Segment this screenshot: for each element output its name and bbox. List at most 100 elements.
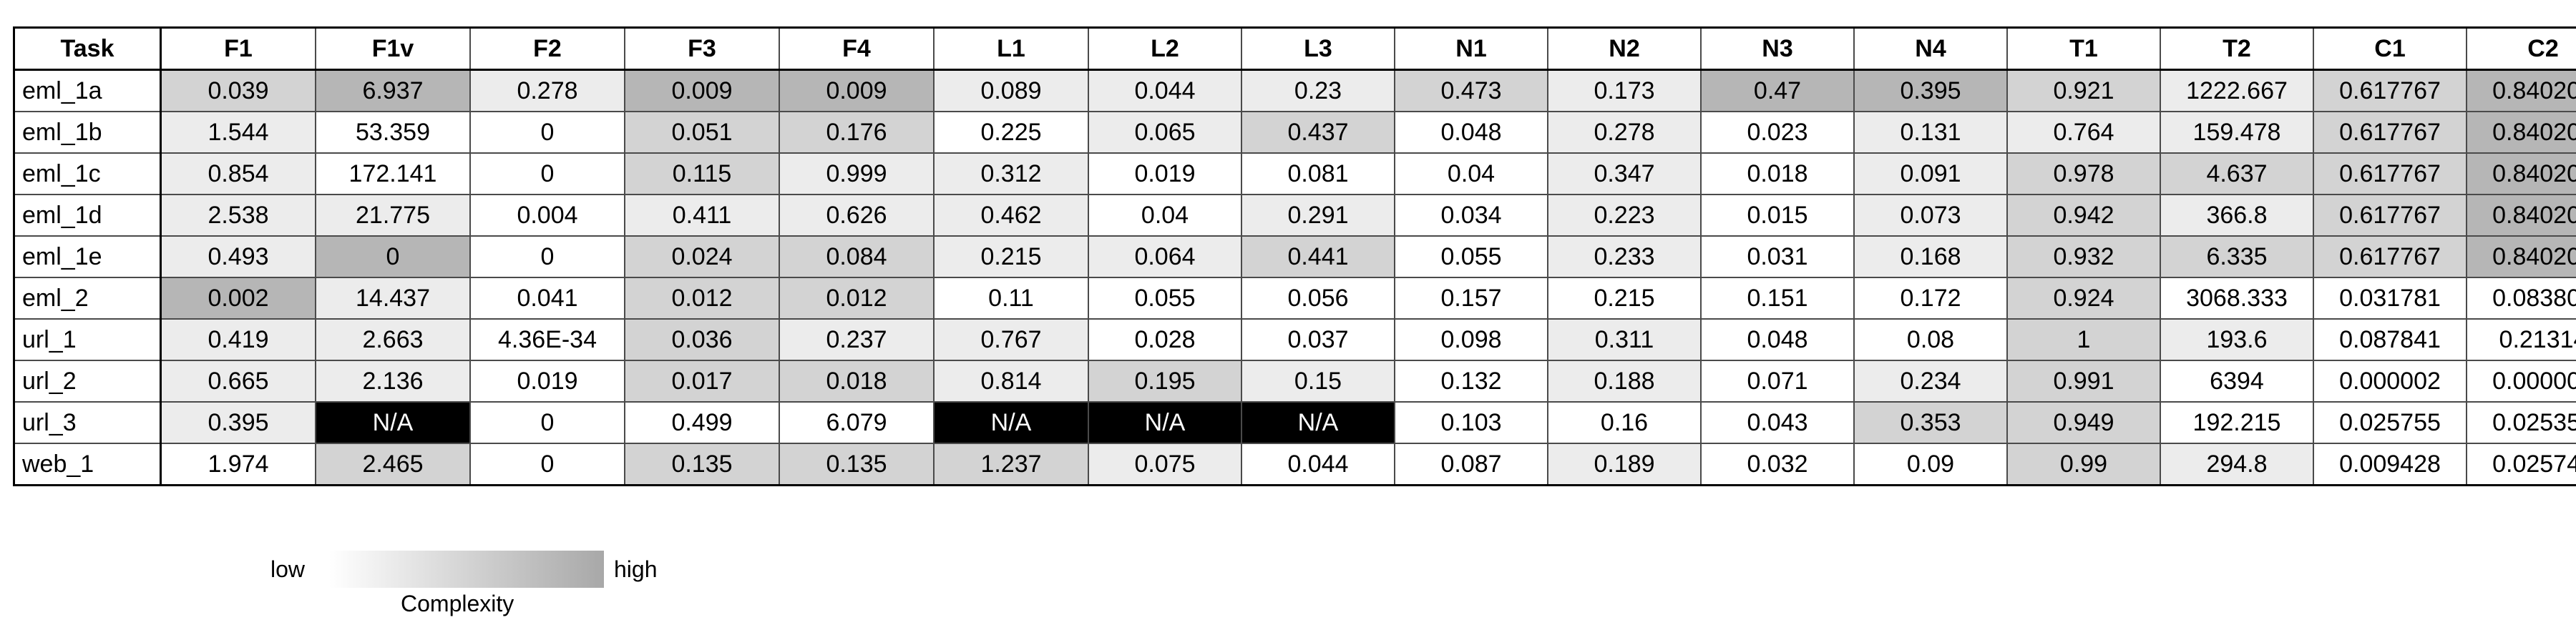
metric-cell: 0.395	[1853, 69, 2008, 112]
metric-cell: 0.115	[624, 152, 780, 195]
metric-cell: 0.034	[1394, 194, 1548, 237]
metric-cell: 0.942	[2006, 194, 2161, 237]
metric-cell: 0	[469, 235, 625, 278]
metric-cell: 0.617767	[2313, 111, 2467, 154]
metric-cell: 0.075	[1088, 443, 1242, 486]
metric-cell: 6.937	[315, 69, 471, 112]
column-header-f1v: F1v	[315, 26, 471, 71]
task-name-cell: eml_1d	[13, 194, 162, 237]
column-header-n3: N3	[1700, 26, 1855, 71]
metric-cell: 0.16	[1547, 401, 1702, 444]
task-name-cell: url_3	[13, 401, 162, 444]
metric-cell: 0.055	[1394, 235, 1548, 278]
metric-cell: 0.073	[1853, 194, 2008, 237]
metric-cell: 0	[469, 111, 625, 154]
metric-cell: 0	[469, 443, 625, 486]
legend-low-label: low	[270, 556, 306, 582]
metric-cell: 4.36E-34	[469, 318, 625, 361]
table-row: eml_1c 0.854 172.141 0 0.115 0.999 0.312 0.019 0…	[13, 152, 2576, 195]
metric-cell: 0.437	[1241, 111, 1395, 154]
metric-cell: 0.441	[1241, 235, 1395, 278]
metric-cell: 0.036	[624, 318, 780, 361]
metric-cell: 1222.667	[2160, 69, 2314, 112]
metric-cell: 0.025755	[2313, 401, 2467, 444]
metric-cell: 1	[2006, 318, 2161, 361]
metric-cell: 0.278	[1547, 111, 1702, 154]
metric-cell: 53.359	[315, 111, 471, 154]
metric-cell: 0.854	[160, 152, 316, 195]
complexity-table: Task F1 F1v F2 F3 F4 L1 L2 L3 N1 N2 N3 N4 T1 T2 C1 C2 em…	[13, 26, 2576, 486]
metric-cell: 0.04	[1088, 194, 1242, 237]
table-row: url_2 0.665 2.136 0.019 0.017 0.018 0.814 0.195…	[13, 360, 2576, 403]
metric-cell: 0.041	[469, 277, 625, 320]
metric-cell: 0.031781	[2313, 277, 2467, 320]
metric-cell: 0.051	[624, 111, 780, 154]
metric-cell: 0.311	[1547, 318, 1702, 361]
metric-cell: 0.009	[624, 69, 780, 112]
metric-cell: 0.132	[1394, 360, 1548, 403]
column-header-task: Task	[13, 26, 162, 71]
metric-cell: 0.056	[1241, 277, 1395, 320]
metric-cell: 0.083802	[2466, 277, 2576, 320]
table-body: eml_1a 0.039 6.937 0.278 0.009 0.009 0.089 0.04…	[13, 69, 2576, 486]
metric-cell: 0.098	[1394, 318, 1548, 361]
metric-cell: 0.47	[1700, 69, 1855, 112]
metric-cell: 0.840208	[2466, 69, 2576, 112]
metric-cell: 14.437	[315, 277, 471, 320]
metric-cell: 0.11	[933, 277, 1089, 320]
table-row: eml_1d 2.538 21.775 0.004 0.411 0.626 0.462 0.0…	[13, 194, 2576, 237]
metric-cell: 0.999	[779, 152, 935, 195]
metric-cell: 0.617767	[2313, 235, 2467, 278]
column-header-n1: N1	[1394, 26, 1548, 71]
metric-cell: 0.025355	[2466, 401, 2576, 444]
metric-cell: 0.023	[1700, 111, 1855, 154]
metric-cell: 0.087	[1394, 443, 1548, 486]
metric-cell: 0.23	[1241, 69, 1395, 112]
metric-cell: 0.215	[933, 235, 1089, 278]
metric-cell: 0.462	[933, 194, 1089, 237]
metric-cell: 0.395	[160, 401, 316, 444]
na-cell: N/A	[933, 401, 1089, 444]
metric-cell: 0.055	[1088, 277, 1242, 320]
metric-cell: 1.974	[160, 443, 316, 486]
column-header-f4: F4	[779, 26, 935, 71]
metric-cell: 0.151	[1700, 277, 1855, 320]
metric-cell: 0.932	[2006, 235, 2161, 278]
metric-cell: 0	[469, 401, 625, 444]
metric-cell: 0.015	[1700, 194, 1855, 237]
column-header-f2: F2	[469, 26, 625, 71]
task-name-cell: eml_1a	[13, 69, 162, 112]
na-cell: N/A	[315, 401, 471, 444]
metric-cell: 0.215	[1547, 277, 1702, 320]
metric-cell: 0.499	[624, 401, 780, 444]
metric-cell: 0.09	[1853, 443, 2008, 486]
table-row: eml_2 0.002 14.437 0.041 0.012 0.012 0.11 0.055…	[13, 277, 2576, 320]
metric-cell: 0.764	[2006, 111, 2161, 154]
table-row: eml_1a 0.039 6.937 0.278 0.009 0.009 0.089 0.04…	[13, 69, 2576, 112]
metric-cell: 0.924	[2006, 277, 2161, 320]
metric-cell: 0.840208	[2466, 235, 2576, 278]
metric-cell: 0.411	[624, 194, 780, 237]
metric-cell: 0.991	[2006, 360, 2161, 403]
metric-cell: 0.21314	[2466, 318, 2576, 361]
metric-cell: 0.493	[160, 235, 316, 278]
metric-cell: 0.665	[160, 360, 316, 403]
metric-cell: 0.840208	[2466, 194, 2576, 237]
column-header-n2: N2	[1547, 26, 1702, 71]
metric-cell: 0.168	[1853, 235, 2008, 278]
metric-cell: 159.478	[2160, 111, 2314, 154]
column-header-f3: F3	[624, 26, 780, 71]
metric-cell: 0.031	[1700, 235, 1855, 278]
metric-cell: 6394	[2160, 360, 2314, 403]
task-name-cell: eml_2	[13, 277, 162, 320]
table-row: url_1 0.419 2.663 4.36E-34 0.036 0.237 0.767 0.…	[13, 318, 2576, 361]
metric-cell: 0.028	[1088, 318, 1242, 361]
metric-cell: 0.15	[1241, 360, 1395, 403]
metric-cell: 6.335	[2160, 235, 2314, 278]
column-header-n4: N4	[1853, 26, 2008, 71]
metric-cell: 0.921	[2006, 69, 2161, 112]
metric-cell: 0.99	[2006, 443, 2161, 486]
metric-cell: 0.025748	[2466, 443, 2576, 486]
na-cell: N/A	[1088, 401, 1242, 444]
metric-cell: 0.135	[624, 443, 780, 486]
